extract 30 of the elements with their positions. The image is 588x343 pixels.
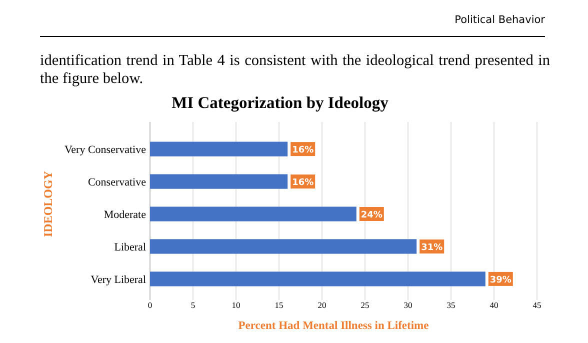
bar: [150, 272, 486, 286]
y-tick-label: Liberal: [114, 241, 146, 254]
text: Political Behavior: [454, 14, 545, 26]
bar: [150, 206, 356, 222]
data-label: 24%: [360, 210, 382, 220]
x-tick-label: 30: [404, 300, 412, 310]
x-tick-label: 0: [148, 300, 152, 310]
data-label: 31%: [421, 242, 443, 253]
x-tick-label: 15: [274, 300, 284, 310]
data-label: 16%: [292, 178, 314, 188]
bar: [150, 142, 288, 156]
x-axis-title: Percent Had Mental Illness in Lifetime: [238, 320, 429, 332]
data-label: 39%: [490, 275, 512, 286]
y-tick-label: Moderate: [104, 209, 146, 221]
y-axis-title: IDEOLOGY: [41, 170, 55, 238]
text: identification trend in Table 4 is consistent with the ideological trend presented in the figure below.: [40, 52, 550, 88]
y-tick-label: Very Liberal: [90, 274, 146, 286]
data-label: 16%: [292, 146, 314, 156]
y-tick-label: Conservative: [88, 176, 146, 189]
bar: [150, 239, 417, 254]
chart-title: MI Categorization by Ideology: [172, 93, 390, 112]
x-tick-label: 35: [446, 300, 456, 310]
x-tick-label: 25: [360, 300, 370, 310]
y-tick-label: Very Conservative: [64, 144, 146, 156]
x-tick-label: 40: [490, 300, 498, 310]
x-tick-label: 10: [232, 300, 240, 310]
x-tick-label: 20: [318, 300, 326, 310]
x-tick-label: 45: [532, 300, 542, 310]
x-tick-label: 5: [190, 300, 196, 310]
bar: [150, 174, 288, 189]
